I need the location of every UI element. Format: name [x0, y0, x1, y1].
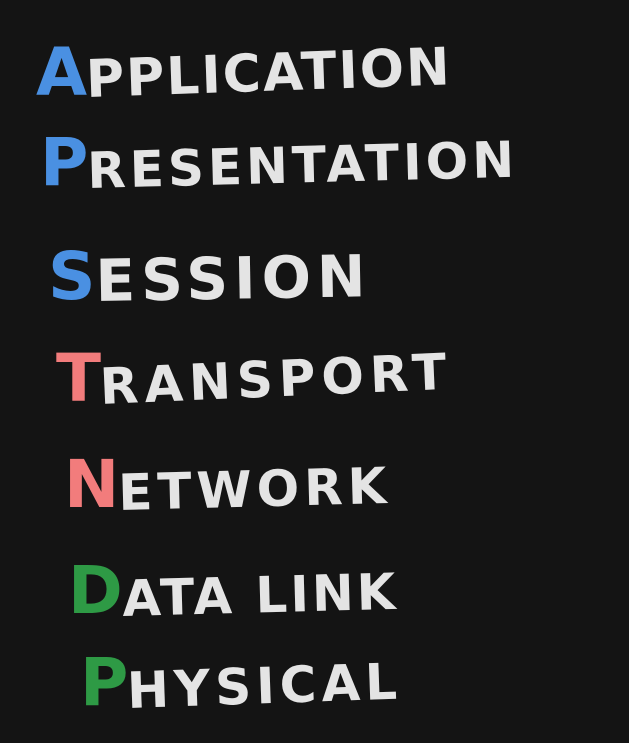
layer-initial: P: [80, 644, 129, 721]
layer-initial: S: [48, 238, 96, 315]
layer-application: A PPLICATION: [36, 34, 453, 111]
layer-physical: P HYSICAL: [80, 644, 404, 721]
layer-initial: A: [36, 34, 88, 111]
layer-rest: ETWORK: [117, 456, 393, 522]
layer-transport: T RANSPORT: [56, 340, 454, 417]
layer-initial: P: [40, 124, 89, 201]
layer-initial: D: [68, 552, 123, 629]
layer-rest: RANSPORT: [98, 342, 454, 416]
layer-rest: HYSICAL: [126, 652, 404, 720]
layer-rest: ESSION: [94, 242, 372, 315]
layer-network: N ETWORK: [64, 446, 393, 523]
layer-rest: RESENTATION: [86, 130, 520, 200]
layer-rest: ATA LINK: [121, 562, 400, 628]
layer-presentation: P RESENTATION: [40, 124, 520, 201]
layer-initial: T: [56, 340, 102, 417]
layer-initial: N: [64, 446, 120, 523]
layer-rest: PPLICATION: [85, 37, 453, 110]
layer-session: S ESSION: [48, 238, 372, 315]
layer-data-link: D ATA LINK: [68, 552, 400, 629]
